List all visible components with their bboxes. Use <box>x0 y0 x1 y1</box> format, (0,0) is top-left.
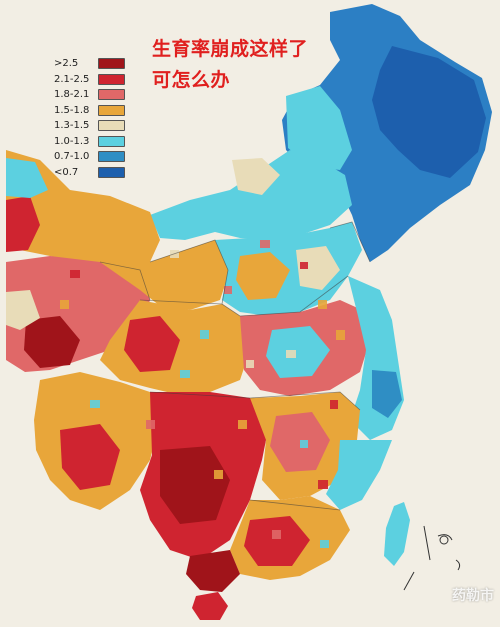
region-qinghai <box>100 240 230 310</box>
region-guangxi-dark <box>160 446 230 524</box>
legend-label: 1.3-1.5 <box>54 120 90 132</box>
legend-swatch <box>98 135 125 147</box>
region-guangdong-red <box>244 516 310 566</box>
province-boundaries <box>99 221 371 511</box>
legend-item: 1.8-2.1 <box>54 87 125 103</box>
region-hainan <box>192 592 228 620</box>
legend-item: 1.0-1.3 <box>54 134 125 150</box>
region-tibet-dark <box>24 316 80 368</box>
legend-label: >2.5 <box>54 58 79 70</box>
region-northeast-dark <box>372 46 486 178</box>
legend-item: >2.5 <box>54 56 125 72</box>
region-central-north-beige <box>296 246 340 290</box>
region-central-north-orange <box>236 252 290 300</box>
legend-label: 1.5-1.8 <box>54 104 90 116</box>
region-xinjiang-north <box>6 158 48 198</box>
legend-label: 0.7-1.0 <box>54 151 90 163</box>
region-xinjiang-west <box>6 196 40 252</box>
south-sea-inset <box>403 525 461 591</box>
region-yunnan-red <box>60 424 120 490</box>
headline-line-2: 可怎么办 <box>152 69 231 91</box>
region-center-cyan <box>266 326 330 378</box>
headline-line-1: 生育率崩成这样了 <box>152 38 309 60</box>
region-xinjiang <box>6 150 160 270</box>
legend-label: 2.1-2.5 <box>54 73 90 85</box>
legend-swatch <box>98 58 125 70</box>
region-south-tip <box>186 550 240 592</box>
region-fujian <box>326 440 392 510</box>
legend-label: 1.8-2.1 <box>54 89 90 101</box>
legend-item: <0.7 <box>54 165 125 181</box>
region-taiwan <box>384 502 410 566</box>
region-inner-mongolia-beige <box>232 158 280 195</box>
legend-item: 2.1-2.5 <box>54 72 125 88</box>
region-east-coast-blue <box>372 370 402 418</box>
legend-label: 1.0-1.3 <box>54 135 90 147</box>
legend-swatch <box>98 104 125 116</box>
legend-item: 0.7-1.0 <box>54 149 125 165</box>
legend-swatch <box>98 73 125 85</box>
legend-swatch <box>98 151 125 163</box>
legend-swatch <box>98 120 125 132</box>
region-tibet-beige <box>6 290 40 330</box>
region-sichuan-red <box>124 316 180 372</box>
legend-swatch <box>98 166 125 178</box>
legend-item: 1.3-1.5 <box>54 118 125 134</box>
region-northeast-light <box>286 86 352 170</box>
legend: >2.5 2.1-2.5 1.8-2.1 1.5-1.8 1.3-1.5 1.0… <box>54 56 125 180</box>
watermark: 药勒市 <box>452 588 494 604</box>
legend-label: <0.7 <box>54 166 79 178</box>
legend-swatch <box>98 89 125 101</box>
legend-item: 1.5-1.8 <box>54 103 125 119</box>
headline: 生育率崩成这样了 可怎么办 <box>152 34 308 96</box>
region-inner-mongolia <box>150 150 352 240</box>
